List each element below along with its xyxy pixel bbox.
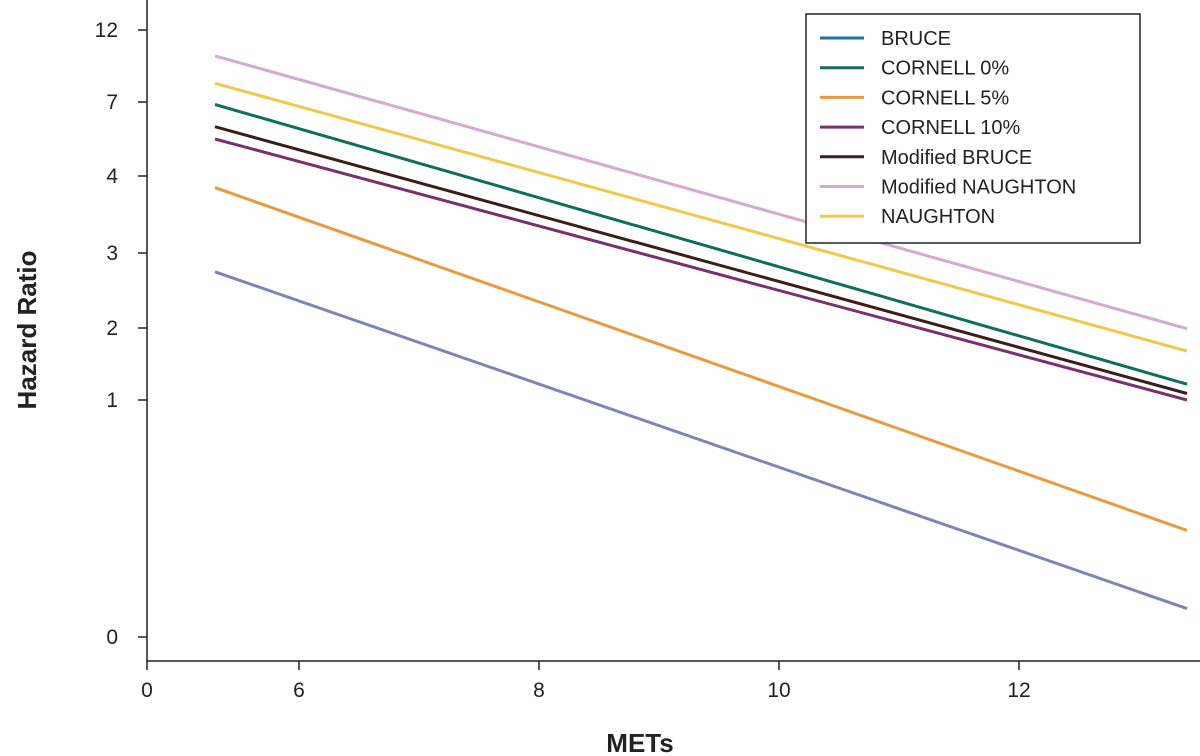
x-tick-label: 0 (141, 679, 153, 702)
legend: BRUCE CORNELL 0% CORNELL 5% CORNELL 10% Modi… (805, 13, 1141, 244)
y-tick-label: 4 (106, 165, 118, 188)
x-ticks: 0 6 8 10 12 (141, 661, 1031, 702)
x-tick-label: 12 (1007, 679, 1030, 702)
x-tick-label: 8 (533, 679, 545, 702)
y-tick-label: 3 (106, 242, 118, 265)
series-line-bruce (214, 270, 1188, 611)
x-tick-label: 10 (767, 679, 790, 702)
x-axis-title: METs (606, 728, 673, 756)
y-tick-label: 12 (95, 19, 118, 42)
series-line-cornell-10- (214, 137, 1188, 402)
y-tick-label: 0 (106, 626, 118, 649)
y-tick-label: 7 (106, 91, 118, 114)
axes (146, 0, 1200, 662)
legend-label: CORNELL 10% (881, 117, 1021, 139)
legend-label: CORNELL 0% (881, 58, 1009, 80)
y-tick-label: 1 (106, 389, 118, 412)
series-line-naughton (214, 81, 1188, 353)
series-line-modified-naughton (214, 54, 1188, 331)
y-tick-label: 2 (106, 317, 118, 340)
x-tick-label: 6 (293, 679, 305, 702)
series-line-modified-bruce (214, 125, 1188, 395)
legend-label: NAUGHTON (881, 206, 995, 228)
legend-label: CORNELL 5% (881, 87, 1009, 109)
legend-label: Modified BRUCE (881, 147, 1032, 169)
series-line-cornell-5- (214, 186, 1188, 532)
y-axis-title: Hazard Ratio (12, 251, 42, 410)
legend-label: BRUCE (881, 28, 951, 50)
series-line-cornell-0- (214, 103, 1188, 386)
series-lines (214, 54, 1188, 611)
legend-label: Modified NAUGHTON (881, 177, 1076, 199)
